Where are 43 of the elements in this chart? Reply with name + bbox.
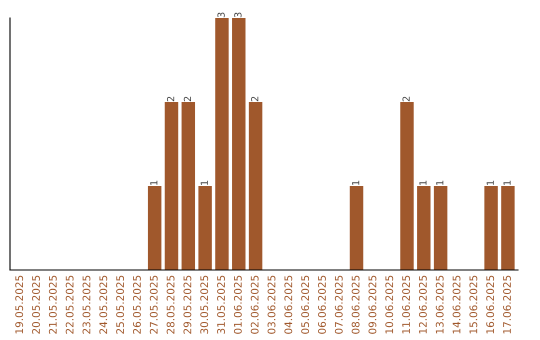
data-label: 2 (184, 96, 191, 102)
data-label: 1 (150, 180, 158, 185)
x-tick-label: 27.05.2025 (150, 276, 158, 334)
x-tick-label: 26.05.2025 (132, 276, 141, 334)
x-tick-label: 20.05.2025 (32, 276, 40, 334)
x-tick-label: 19.05.2025 (15, 276, 24, 334)
data-label: 2 (402, 96, 410, 102)
data-label: 1 (419, 180, 426, 185)
x-tick-label: 22.05.2025 (66, 276, 74, 334)
data-label: 3 (217, 12, 225, 18)
x-tick-label: 25.05.2025 (116, 276, 124, 334)
data-label: 1 (436, 180, 444, 185)
data-label: 1 (486, 180, 494, 185)
x-tick-label: 17.06.2025 (503, 276, 511, 334)
x-tick-label: 09.06.2025 (368, 276, 376, 334)
data-label: 2 (166, 96, 174, 102)
data-label: 1 (200, 180, 208, 185)
x-tick-label: 30.05.2025 (200, 276, 208, 334)
data-label: 1 (352, 180, 360, 185)
x-tick-label: 11.06.2025 (402, 276, 410, 334)
x-tick-label: 29.05.2025 (183, 276, 192, 334)
x-tick-label: 16.06.2025 (486, 276, 494, 334)
x-tick-label: 12.06.2025 (418, 276, 427, 334)
x-tick-label: 05.06.2025 (301, 276, 310, 334)
data-label: 1 (504, 180, 511, 185)
x-tick-label: 10.06.2025 (385, 276, 394, 334)
x-tick-label: 13.06.2025 (436, 276, 444, 334)
x-tick-label: 01.06.2025 (234, 276, 242, 334)
x-tick-label: 08.06.2025 (352, 276, 360, 334)
x-tick-label: 03.06.2025 (268, 276, 276, 334)
x-tick-label: 31.05.2025 (217, 276, 225, 334)
x-tick-label: 02.06.2025 (250, 276, 259, 334)
x-tick-label: 21.05.2025 (48, 276, 57, 334)
x-tick-label: 06.06.2025 (318, 276, 326, 334)
x-tick-label: 07.06.2025 (334, 276, 343, 334)
x-tick-label: 24.05.2025 (99, 276, 108, 334)
data-label: 2 (251, 96, 258, 102)
data-label: 3 (234, 12, 242, 18)
x-tick-label: 04.06.2025 (284, 276, 292, 334)
x-tick-label: 23.05.2025 (82, 276, 90, 334)
x-tick-label: 14.06.2025 (452, 276, 460, 334)
x-tick-label: 15.06.2025 (469, 276, 478, 334)
x-tick-label: 28.05.2025 (166, 276, 175, 334)
